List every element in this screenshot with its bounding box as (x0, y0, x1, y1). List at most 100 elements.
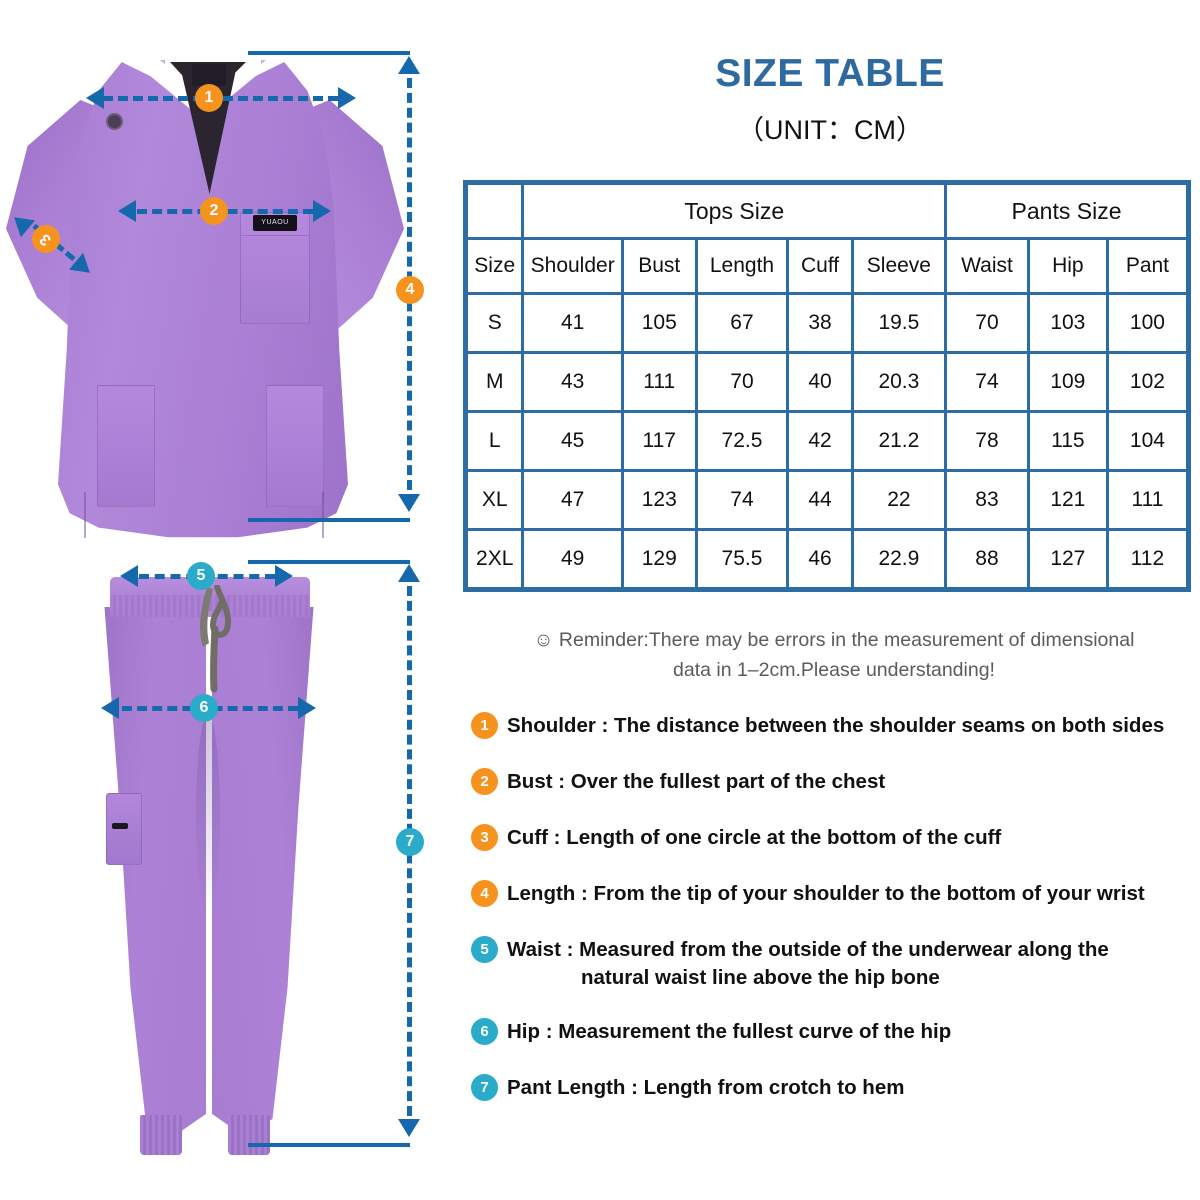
legend-badge-7: 7 (471, 1074, 498, 1101)
column-header-hip: Hip (1026, 237, 1109, 295)
column-header-cuff: Cuff (786, 237, 854, 295)
size-info-panel: SIZE TABLE （UNIT：CM） Tops Size Pants Siz… (460, 0, 1200, 1200)
cell-size: XL (463, 469, 525, 531)
reminder-line-2: data in 1–2cm.Please understanding! (673, 659, 995, 681)
scrub-top-illustration: YUAOU (0, 40, 440, 540)
cell-shoulder: 47 (521, 469, 624, 531)
cell-pant: 100 (1105, 292, 1191, 354)
reminder-note: ☺ Reminder:There may be errors in the me… (490, 625, 1178, 685)
table-group-header-row: Tops Size Pants Size (463, 181, 1190, 240)
column-header-waist: Waist (944, 237, 1030, 295)
cell-cuff: 40 (786, 351, 854, 413)
marker-badge-6: 6 (190, 694, 218, 722)
cell-waist: 88 (944, 528, 1030, 591)
cell-length: 74 (694, 469, 790, 531)
legend-badge-6: 6 (471, 1018, 498, 1045)
cell-sleeve: 20.3 (850, 351, 948, 413)
legend-badge-3: 3 (471, 824, 498, 851)
measurement-legend: 1 Shoulder : The distance between the sh… (463, 712, 1200, 1130)
column-header-size: Size (463, 237, 525, 295)
cell-hip: 103 (1026, 292, 1109, 354)
cell-shoulder: 49 (521, 528, 624, 591)
cell-waist: 78 (944, 410, 1030, 472)
cell-length: 75.5 (694, 528, 790, 591)
cell-pant: 112 (1105, 528, 1191, 591)
legend-label-5: Waist : Measured from the outside of the… (507, 936, 1200, 992)
column-header-pant: Pant (1105, 237, 1191, 295)
cell-size: M (463, 351, 525, 413)
cell-waist: 70 (944, 292, 1030, 354)
column-header-sleeve: Sleeve (850, 237, 948, 295)
marker-badge-2: 2 (200, 197, 228, 225)
legend-badge-1: 1 (471, 712, 498, 739)
cell-hip: 115 (1026, 410, 1109, 472)
cell-bust: 123 (620, 469, 698, 531)
garment-illustration-panel: YUAOU 1 2 3 (0, 0, 460, 1200)
cell-bust: 117 (620, 410, 698, 472)
legend-label-7: Pant Length : Length from crotch to hem (507, 1076, 905, 1099)
cell-cuff: 38 (786, 292, 854, 354)
cell-sleeve: 19.5 (850, 292, 948, 354)
cell-pant: 111 (1105, 469, 1191, 531)
group-header-tops: Tops Size (521, 181, 948, 240)
cell-length: 67 (694, 292, 790, 354)
table-column-header-row: Size Shoulder Bust Length Cuff Sleeve Wa… (463, 237, 1191, 295)
group-header-blank (463, 181, 525, 240)
legend-badge-2: 2 (471, 768, 498, 795)
legend-item-pant-length: 7 Pant Length : Length from crotch to he… (463, 1074, 1200, 1104)
cell-cuff: 44 (786, 469, 854, 531)
right-ankle-cuff (228, 1115, 270, 1155)
legend-item-cuff: 3 Cuff : Length of one circle at the bot… (463, 824, 1200, 854)
cell-waist: 74 (944, 351, 1030, 413)
marker-badge-4: 4 (396, 276, 424, 304)
column-header-length: Length (694, 237, 790, 295)
cell-cuff: 46 (786, 528, 854, 591)
cell-size: L (463, 410, 525, 472)
cell-size: 2XL (463, 528, 525, 591)
collar-tag (192, 64, 226, 86)
group-header-pants: Pants Size (944, 181, 1190, 240)
legend-label-5-line1: Waist : Measured from the outside of the… (507, 938, 1109, 961)
legend-item-bust: 2 Bust : Over the fullest part of the ch… (463, 768, 1200, 798)
table-row: M 43 111 70 40 20.3 74 109 102 (463, 351, 1191, 413)
waist-elastic (110, 595, 310, 617)
marker-badge-5: 5 (187, 562, 215, 590)
cell-shoulder: 45 (521, 410, 624, 472)
cell-hip: 127 (1026, 528, 1109, 591)
cell-hip: 109 (1026, 351, 1109, 413)
size-table-body: Tops Size Pants Size Size Shoulder Bust … (463, 181, 1191, 591)
brand-label: YUAOU (253, 215, 297, 231)
table-row: 2XL 49 129 75.5 46 22.9 88 127 112 (463, 528, 1191, 591)
legend-item-length: 4 Length : From the tip of your shoulder… (463, 880, 1200, 910)
legend-label-5-line2: natural waist line above the hip bone (581, 966, 940, 989)
column-header-bust: Bust (620, 237, 698, 295)
cargo-pocket (106, 793, 142, 865)
left-side-pocket (97, 385, 155, 507)
cargo-pocket-zipper (112, 823, 128, 829)
legend-label-2: Bust : Over the fullest part of the ches… (507, 770, 886, 793)
drawstring (183, 584, 247, 695)
page-subtitle: （UNIT：CM） (737, 115, 923, 145)
legend-item-waist: 5 Waist : Measured from the outside of t… (463, 936, 1200, 992)
right-hem-slit (322, 492, 324, 538)
table-row: XL 47 123 74 44 22 83 121 111 (463, 469, 1191, 531)
cell-waist: 83 (944, 469, 1030, 531)
cell-bust: 111 (620, 351, 698, 413)
marker-badge-7: 7 (396, 828, 424, 856)
scrub-pants-illustration (0, 555, 440, 1195)
legend-label-1: Shoulder : The distance between the shou… (507, 714, 1165, 737)
cell-shoulder: 41 (521, 292, 624, 354)
cell-shoulder: 43 (521, 351, 624, 413)
legend-label-3: Cuff : Length of one circle at the botto… (507, 826, 1002, 849)
cell-size: S (463, 292, 525, 354)
cell-bust: 129 (620, 528, 698, 591)
page-title: SIZE TABLE (715, 52, 945, 95)
cell-pant: 104 (1105, 410, 1191, 472)
legend-label-6: Hip : Measurement the fullest curve of t… (507, 1020, 952, 1043)
cell-sleeve: 22 (850, 469, 948, 531)
table-row: S 41 105 67 38 19.5 70 103 100 (463, 292, 1191, 354)
column-header-shoulder: Shoulder (521, 237, 624, 295)
legend-item-hip: 6 Hip : Measurement the fullest curve of… (463, 1018, 1200, 1048)
left-ankle-cuff (140, 1115, 182, 1155)
cell-cuff: 42 (786, 410, 854, 472)
